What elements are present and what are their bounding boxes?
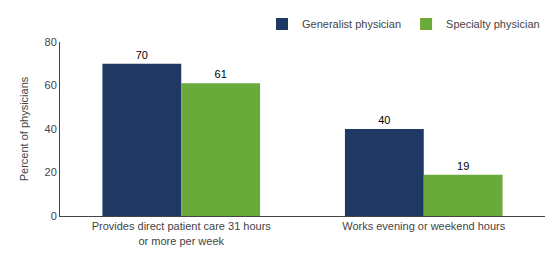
svg-text:20: 20	[45, 166, 57, 178]
svg-text:0: 0	[51, 210, 57, 222]
svg-text:80: 80	[45, 36, 57, 48]
svg-text:19: 19	[457, 160, 469, 172]
svg-text:60: 60	[45, 79, 57, 91]
svg-text:Works evening or weekend hours: Works evening or weekend hours	[342, 220, 506, 232]
svg-text:70: 70	[136, 49, 148, 61]
svg-text:Percent of physicians: Percent of physicians	[18, 76, 30, 181]
svg-text:Specialty physician: Specialty physician	[446, 18, 540, 30]
svg-text:Generalist physician: Generalist physician	[302, 18, 401, 30]
svg-text:Provides direct patient care 3: Provides direct patient care 31 hoursor …	[92, 220, 272, 246]
svg-text:40: 40	[378, 114, 390, 126]
svg-text:40: 40	[45, 123, 57, 135]
svg-text:61: 61	[215, 68, 227, 80]
